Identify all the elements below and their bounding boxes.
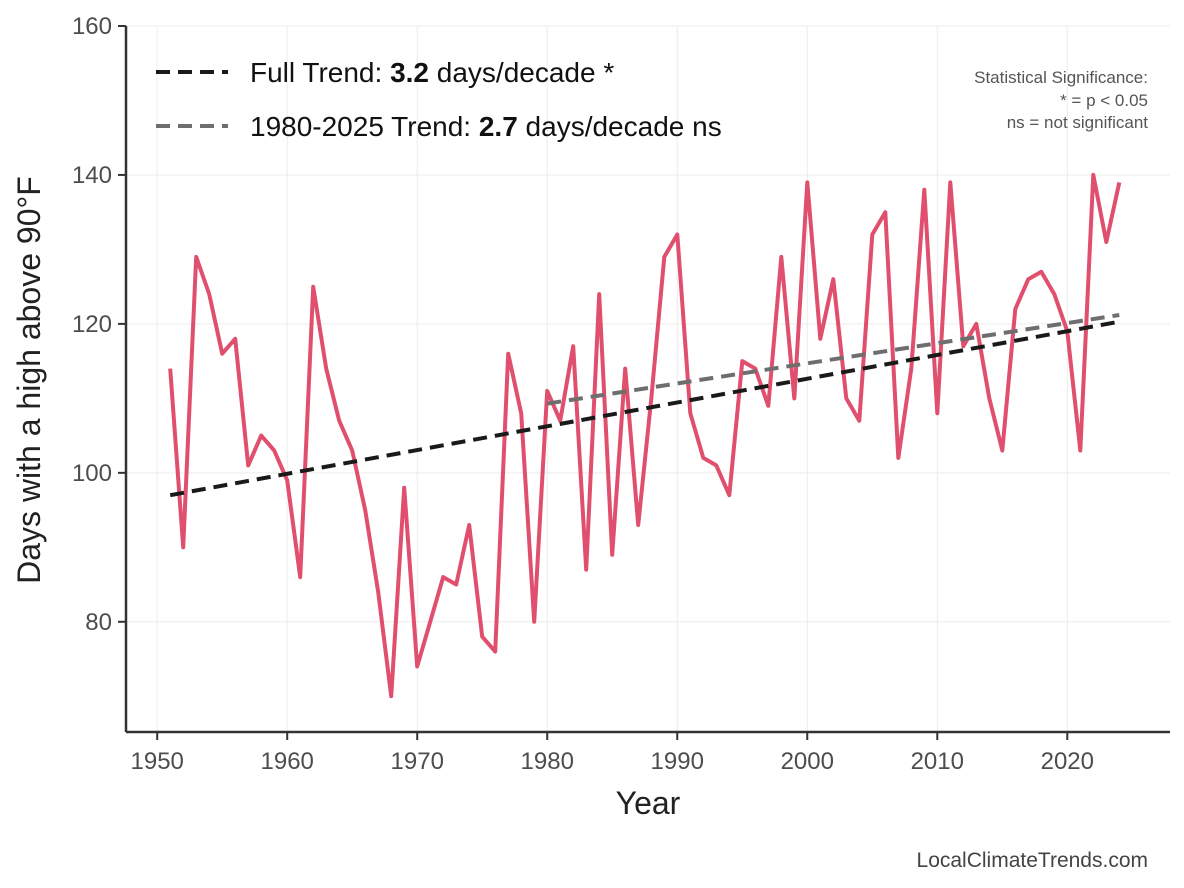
significance-line-3: ns = not significant — [1007, 113, 1149, 132]
y-tick-label-80: 80 — [85, 609, 112, 636]
x-tick-label-2000: 2000 — [781, 748, 834, 775]
x-tick-label-2020: 2020 — [1041, 748, 1094, 775]
y-tick-label-120: 120 — [72, 311, 112, 338]
y-tick-label-160: 160 — [72, 13, 112, 40]
legend-suffix-full-trend: days/decade * — [429, 57, 614, 88]
legend-prefix-1980-trend: 1980-2025 Trend: — [250, 111, 479, 142]
axes — [124, 26, 1170, 734]
series-layer — [168, 172, 1122, 699]
recent-trend-line — [546, 313, 1120, 406]
full-trend-line — [169, 319, 1120, 498]
legend: Full Trend: 3.2 days/decade * 1980-2025 … — [156, 57, 722, 142]
legend-prefix-full-trend: Full Trend: — [250, 57, 390, 88]
x-ticks: 1950 1960 1970 1980 1990 2000 2010 2020 — [131, 732, 1094, 775]
x-axis-title: Year — [616, 785, 681, 821]
legend-suffix-1980-trend: days/decade ns — [518, 111, 722, 142]
y-ticks: 80 100 120 140 160 — [72, 13, 126, 636]
x-tick-label-1960: 1960 — [261, 748, 314, 775]
legend-label-full-trend: Full Trend: 3.2 days/decade * — [250, 57, 614, 88]
significance-note: Statistical Significance: * = p < 0.05 n… — [974, 68, 1148, 132]
observed-line — [168, 172, 1122, 699]
legend-value-1980-trend: 2.7 — [479, 111, 518, 142]
x-tick-label-1970: 1970 — [391, 748, 444, 775]
significance-line-1: Statistical Significance: — [974, 68, 1148, 87]
y-tick-label-140: 140 — [72, 162, 112, 189]
credit-text: LocalClimateTrends.com — [917, 849, 1148, 872]
x-tick-label-1980: 1980 — [521, 748, 574, 775]
legend-value-full-trend: 3.2 — [390, 57, 429, 88]
significance-line-2: * = p < 0.05 — [1060, 91, 1148, 110]
x-tick-label-1990: 1990 — [651, 748, 704, 775]
x-tick-label-1950: 1950 — [131, 748, 184, 775]
x-tick-label-2010: 2010 — [911, 748, 964, 775]
y-tick-label-100: 100 — [72, 460, 112, 487]
y-axis-title: Days with a high above 90°F — [11, 176, 47, 584]
legend-label-1980-trend: 1980-2025 Trend: 2.7 days/decade ns — [250, 111, 722, 142]
